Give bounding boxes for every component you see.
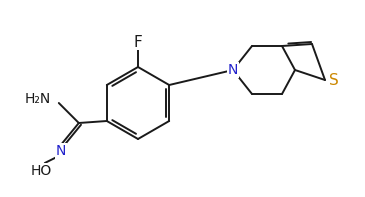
Text: HO: HO	[30, 164, 51, 178]
Text: H₂N: H₂N	[24, 92, 51, 106]
Text: F: F	[134, 34, 142, 49]
Text: N: N	[228, 63, 238, 77]
Text: S: S	[329, 72, 339, 87]
Text: N: N	[55, 144, 66, 158]
